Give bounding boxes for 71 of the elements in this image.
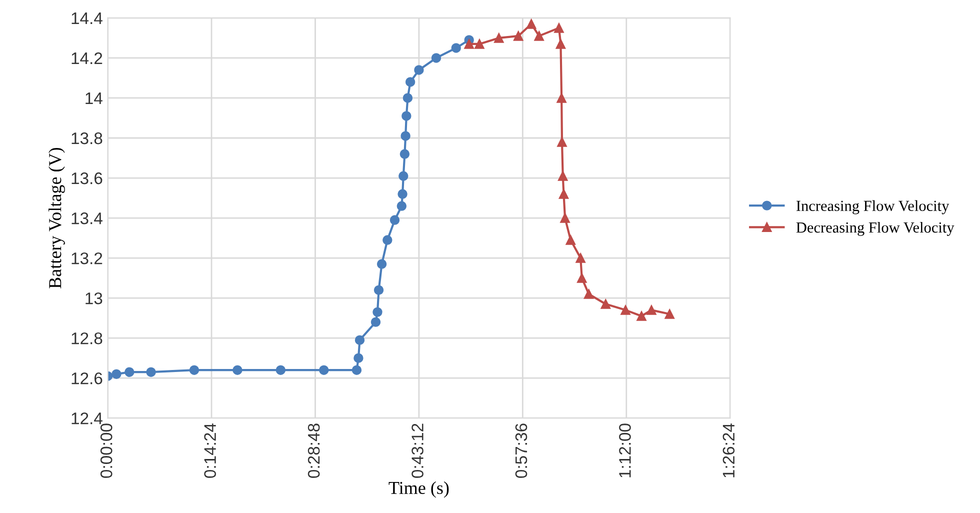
x-tick-label: 0:28:48 [308, 424, 320, 478]
y-tick-label: 12.8 [72, 332, 102, 344]
point [402, 93, 413, 103]
x-tick-label: 0:00:00 [100, 424, 112, 478]
point [554, 23, 564, 33]
point [556, 39, 566, 49]
point [372, 307, 382, 317]
point [400, 131, 410, 141]
point [556, 93, 566, 103]
point [566, 235, 576, 245]
y-tick-label: 14 [86, 92, 102, 104]
point [560, 213, 570, 223]
x-tick-label: 0:14:24 [204, 423, 216, 478]
point [402, 111, 412, 121]
point [396, 201, 407, 211]
point [646, 305, 656, 315]
x-tick-label: 1:12:00 [619, 424, 631, 478]
x-tick-label: 0:43:12 [412, 424, 424, 478]
y-tick-label: 12.4 [72, 412, 102, 424]
point [400, 149, 410, 159]
point [146, 367, 156, 377]
point [189, 365, 200, 375]
y-tick-label: 13.8 [72, 132, 102, 144]
point [405, 77, 416, 87]
point [584, 289, 594, 299]
point [376, 259, 387, 269]
point [558, 189, 569, 199]
x-tick-label: 1:26:24 [722, 423, 735, 478]
point [431, 53, 442, 63]
point [232, 365, 242, 375]
point [557, 137, 567, 147]
x-tick-label: 0:57:36 [515, 424, 528, 478]
y-tick-label: 13 [86, 292, 102, 304]
y-axis-title: Battery Voltage (V) [48, 148, 65, 288]
point [319, 365, 329, 375]
point [600, 299, 610, 309]
point [374, 285, 384, 295]
legend-label: Decreasing Flow Velocity [796, 222, 954, 236]
point [354, 335, 365, 345]
point [636, 311, 646, 321]
point [513, 31, 524, 41]
point [354, 353, 364, 363]
point [534, 31, 544, 41]
point [576, 253, 586, 263]
point [276, 365, 286, 375]
y-tick-label: 13.4 [72, 212, 102, 224]
point [664, 309, 674, 319]
x-axis-title: Time (s) [388, 481, 449, 498]
point [398, 189, 408, 199]
point [464, 39, 474, 49]
point [474, 39, 484, 49]
y-tick-label: 14.2 [72, 52, 102, 64]
point [558, 171, 568, 181]
point [414, 65, 424, 75]
point [124, 367, 134, 377]
y-tick-label: 13.2 [72, 252, 102, 264]
point [577, 273, 587, 283]
y-tick-label: 14.4 [72, 12, 102, 24]
point [382, 235, 392, 245]
legend-label: Increasing Flow Velocity [796, 200, 950, 214]
point [494, 33, 504, 43]
point [620, 305, 630, 315]
point [352, 365, 362, 375]
y-tick-label: 13.6 [72, 172, 102, 184]
point [112, 369, 122, 379]
y-tick-label: 12.6 [72, 372, 102, 384]
point [526, 19, 536, 29]
point [370, 317, 381, 327]
point [451, 43, 461, 53]
point [390, 215, 400, 225]
point [398, 171, 408, 181]
